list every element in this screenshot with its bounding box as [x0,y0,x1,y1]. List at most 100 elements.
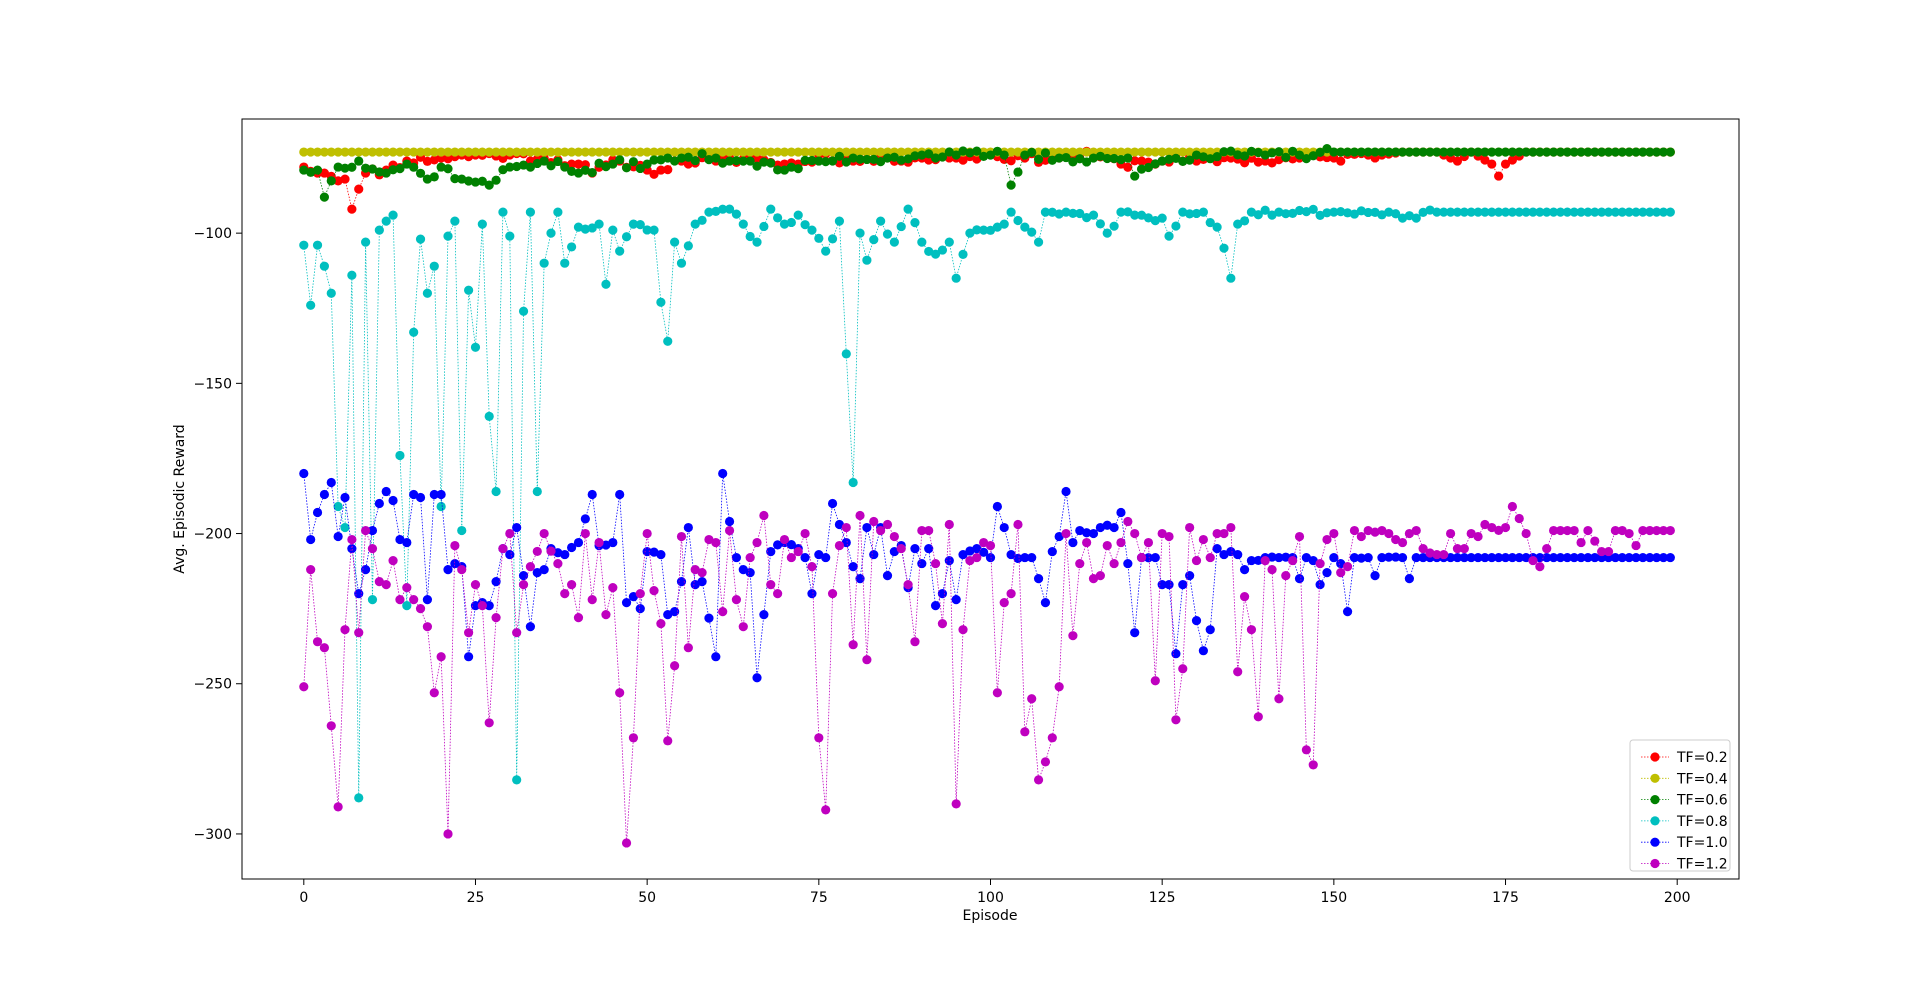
data-point [354,156,364,166]
data-point [1658,147,1669,157]
data-point [1384,528,1394,539]
data-point [1006,156,1016,166]
data-point [848,153,858,163]
data-point [628,157,639,167]
data-point [1185,571,1195,581]
data-point [1006,180,1016,190]
data-point [1569,525,1579,536]
data-point [608,147,618,157]
data-point [1597,147,1607,157]
data-point [834,216,845,226]
data-point [1308,204,1318,215]
legend-entry: TF=0.8 [1641,814,1728,830]
data-point [1590,536,1600,546]
data-point [498,207,508,217]
data-point [1164,147,1174,157]
data-point [1226,522,1236,533]
data-point [1336,147,1346,157]
data-point [779,147,790,157]
data-point [1583,525,1593,536]
data-point [395,595,405,605]
data-point [429,172,439,182]
data-point [1480,155,1490,165]
data-point [1445,207,1456,217]
data-point [1404,147,1414,157]
data-point [1205,552,1215,563]
data-point [855,228,865,238]
y-axis-label: Avg. Episodic Reward [172,424,188,573]
data-point [374,577,384,587]
data-point [1535,552,1545,563]
data-point [834,540,845,551]
data-point [1294,531,1305,542]
data-point [841,537,851,548]
data-point [1150,552,1160,563]
data-point [1377,552,1387,563]
data-point [1253,157,1263,167]
data-point [944,147,954,157]
data-point [1267,210,1277,220]
data-point [944,555,954,566]
data-point [903,154,913,164]
data-point [1006,589,1016,599]
data-point [1590,552,1600,563]
data-point [786,147,796,157]
data-point [1253,712,1263,722]
data-point [1583,147,1593,157]
data-point [827,589,838,599]
data-point [347,147,357,157]
data-point [821,147,831,157]
data-point [690,147,700,157]
data-point [917,558,927,569]
data-point [759,510,769,521]
data-point [484,180,494,190]
data-point [1191,150,1202,160]
data-point [841,349,851,359]
data-point [587,223,597,233]
data-point [312,147,323,157]
data-point [1645,525,1655,536]
data-point [1603,546,1614,557]
data-point [299,468,309,479]
data-point [1548,147,1559,157]
data-point [340,147,350,157]
data-point [1226,273,1236,283]
data-point [1631,207,1641,217]
data-point [1322,568,1332,578]
data-point [979,537,989,548]
data-point [1500,159,1511,169]
series-tf-0-8 [299,204,1675,803]
data-point [1466,207,1476,217]
data-point [910,637,920,647]
data-point [1013,519,1023,530]
data-point [1590,207,1600,217]
data-point [1665,525,1675,536]
data-point [807,155,817,166]
data-point [1198,534,1208,545]
data-point [711,537,721,548]
data-point [1652,207,1662,217]
data-point [1205,147,1215,157]
data-point [615,246,625,256]
data-point [779,534,790,545]
data-point [910,543,920,554]
data-point [532,546,542,557]
data-point [1006,549,1016,560]
data-point [1507,147,1517,157]
x-tick-label: 50 [638,890,656,906]
data-point [621,232,632,242]
data-point [1267,158,1277,168]
data-point [539,528,549,539]
data-point [491,613,501,623]
data-point [1336,207,1346,217]
data-point [1040,757,1051,767]
data-point [1494,552,1504,563]
data-point [402,537,412,548]
data-point [896,543,906,554]
legend-label: TF=0.4 [1676,771,1728,787]
data-point [1164,531,1174,542]
data-point [1445,147,1456,157]
data-point [704,534,714,545]
legend-entry: TF=1.2 [1641,857,1728,873]
